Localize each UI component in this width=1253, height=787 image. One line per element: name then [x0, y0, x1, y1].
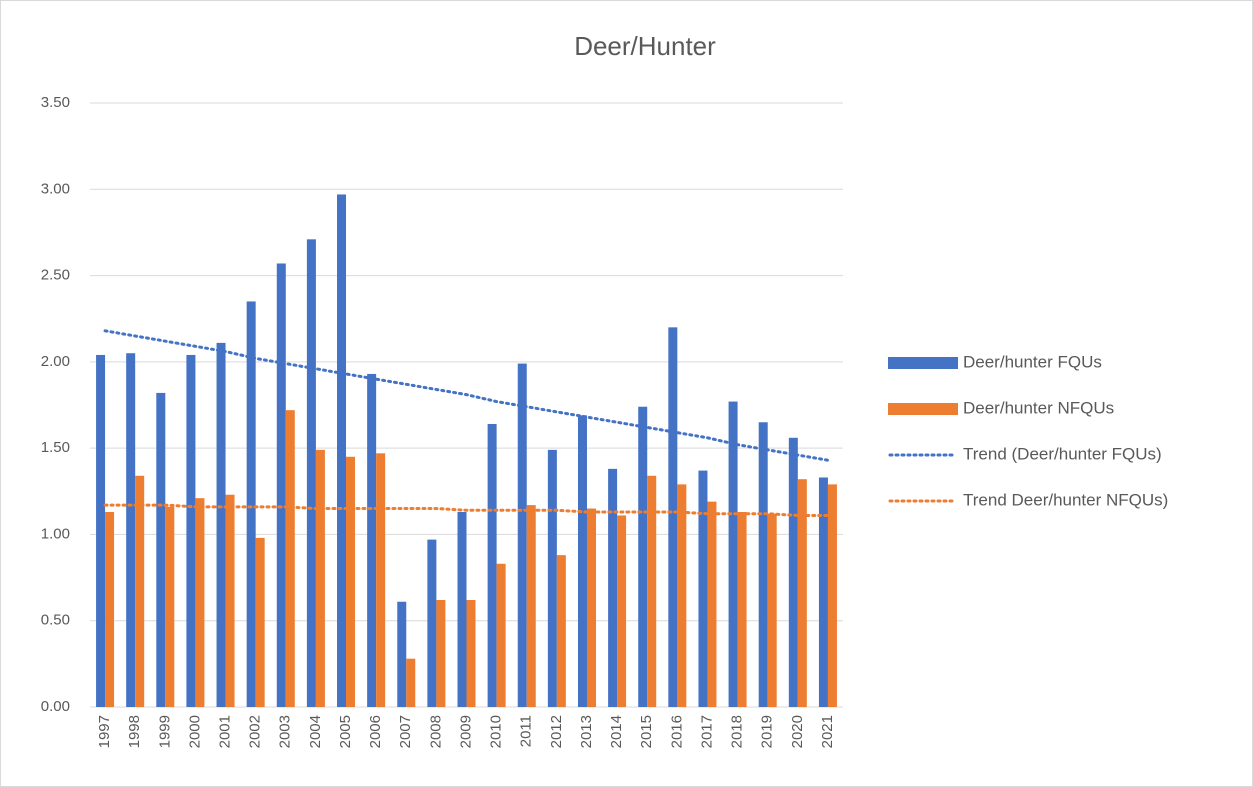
bar — [647, 475, 657, 707]
x-tick-label: 2019 — [759, 715, 776, 748]
bar — [436, 600, 446, 707]
trend-line — [103, 503, 830, 517]
bar — [306, 239, 316, 707]
x-tick-label: 2015 — [638, 715, 655, 748]
bar — [638, 406, 648, 707]
x-tick-label: 2002 — [247, 715, 264, 748]
bar — [337, 194, 347, 707]
bar — [156, 392, 166, 707]
bar — [617, 515, 627, 707]
bar — [195, 498, 205, 707]
bar — [487, 423, 497, 707]
legend-label: Deer/hunter FQUs — [963, 352, 1102, 371]
x-tick-label: 2017 — [698, 715, 715, 748]
y-tick-label: 0.00 — [41, 698, 70, 715]
bar — [728, 401, 738, 707]
x-tick-label: 2013 — [578, 715, 595, 748]
bar — [216, 342, 226, 707]
bar — [406, 658, 416, 707]
y-tick-label: 1.00 — [41, 525, 70, 542]
x-tick-label: 2018 — [729, 715, 746, 748]
bar — [346, 456, 356, 707]
bar — [376, 453, 386, 707]
legend-swatch — [888, 357, 958, 369]
bar — [526, 505, 536, 707]
bar — [797, 479, 807, 707]
x-tick-label: 2003 — [277, 715, 294, 748]
x-tick-label: 2016 — [668, 715, 685, 748]
x-tick-label: 2008 — [427, 715, 444, 748]
bar — [276, 263, 286, 707]
bar — [186, 354, 196, 707]
x-tick-label: 2001 — [217, 715, 234, 748]
legend-label: Trend (Deer/hunter FQUs) — [963, 444, 1162, 463]
bar — [427, 539, 437, 707]
bar — [758, 422, 768, 707]
bar — [707, 501, 717, 707]
bar — [608, 468, 618, 707]
x-tick-label: 2011 — [518, 715, 535, 747]
bar — [225, 494, 235, 707]
bar — [457, 511, 467, 707]
x-tick-label: 2006 — [367, 715, 384, 748]
x-tick-label: 2014 — [608, 715, 625, 748]
trend-line — [103, 329, 830, 462]
x-tick-label: 1998 — [126, 715, 143, 748]
bar — [827, 484, 837, 707]
bar — [246, 301, 256, 707]
bar — [668, 327, 678, 707]
x-tick-label: 1999 — [156, 715, 173, 748]
legend-label: Deer/hunter NFQUs — [963, 398, 1114, 417]
bar — [767, 513, 777, 707]
bar — [397, 601, 407, 707]
bar — [698, 470, 708, 707]
x-tick-label: 1997 — [96, 715, 113, 748]
x-tick-label: 2007 — [397, 715, 414, 748]
x-tick-label: 2004 — [307, 715, 324, 748]
bar — [135, 475, 145, 707]
legend-swatch — [888, 403, 958, 415]
bar — [677, 484, 687, 707]
y-tick-label: 0.50 — [41, 612, 70, 629]
y-tick-label: 2.50 — [41, 267, 70, 284]
x-tick-label: 2012 — [548, 715, 565, 748]
bar — [466, 600, 476, 707]
bar — [126, 353, 136, 707]
bar — [586, 508, 596, 707]
legend-label: Trend Deer/hunter NFQUs) — [963, 490, 1168, 509]
x-tick-label: 2020 — [789, 715, 806, 748]
bar — [105, 511, 115, 707]
y-tick-label: 2.00 — [41, 353, 70, 370]
bar — [96, 354, 106, 707]
y-tick-label: 3.50 — [41, 94, 70, 111]
bar — [165, 506, 175, 707]
x-tick-label: 2009 — [457, 715, 474, 748]
bar — [788, 437, 798, 707]
bar — [556, 555, 566, 707]
bar — [315, 449, 325, 707]
y-tick-label: 3.00 — [41, 180, 70, 197]
x-tick-label: 2021 — [819, 715, 836, 748]
bar — [547, 449, 557, 707]
bar — [577, 415, 587, 707]
bar — [255, 537, 265, 707]
bar — [496, 563, 506, 707]
y-tick-label: 1.50 — [41, 439, 70, 456]
bar — [367, 373, 377, 707]
bar — [517, 363, 527, 707]
x-tick-label: 2000 — [186, 715, 203, 748]
bar — [818, 477, 828, 707]
x-tick-label: 2005 — [337, 715, 354, 748]
bar — [285, 410, 295, 707]
bar — [737, 511, 747, 707]
x-tick-label: 2010 — [488, 715, 505, 748]
chart-title: Deer/Hunter — [574, 31, 716, 61]
